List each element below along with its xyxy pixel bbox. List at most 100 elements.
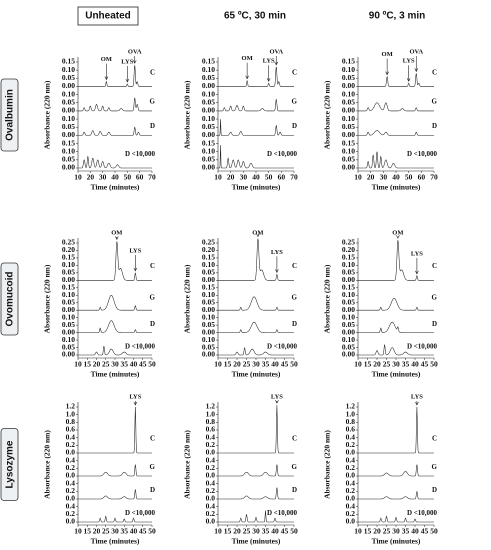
y-tick-label: 0.05: [202, 97, 215, 106]
x-axis-title: Time (minutes): [372, 537, 421, 546]
chromatogram-trace: [358, 321, 434, 333]
x-tick-label: 30: [111, 360, 119, 369]
trace-label: C: [292, 262, 297, 270]
chromatogram-trace: [218, 347, 294, 356]
x-tick-label: 35: [402, 527, 410, 536]
y-tick-label: 0.4: [346, 455, 356, 464]
peak-label: OVA: [128, 48, 142, 55]
x-tick-label: 50: [430, 360, 438, 369]
arrow-head: [275, 399, 279, 404]
x-tick-label: 40: [130, 527, 138, 536]
y-tick-label: 0.10: [62, 146, 75, 155]
trace-label: G: [150, 293, 156, 301]
y-tick-label: 0.2: [206, 486, 216, 495]
x-tick-label: 20: [93, 360, 101, 369]
trace-label: D: [150, 320, 155, 328]
y-tick-label: 0.15: [62, 57, 75, 66]
x-tick-label: 50: [290, 527, 298, 536]
y-tick-label: 0.05: [62, 155, 75, 164]
y-tick-label: 0.15: [202, 57, 215, 66]
y-tick-label: 0.05: [62, 342, 75, 351]
y-tick-label: 0.10: [202, 114, 215, 123]
chromatogram-trace: [218, 321, 294, 333]
y-tick-label: 0.00: [342, 106, 355, 115]
y-tick-label: 0.10: [62, 312, 75, 321]
x-tick-label: 50: [124, 173, 132, 182]
x-tick-label: 70: [148, 173, 156, 182]
trace-label: D <10,000: [407, 150, 438, 158]
y-tick-label: 0.20: [62, 245, 75, 254]
y-tick-label: 0.10: [342, 89, 355, 98]
chromatogram-trace: [218, 405, 294, 454]
y-axis-title: Absorbance (220 nm): [183, 264, 192, 333]
y-tick-label: 0.0: [206, 448, 216, 457]
x-tick-label: 50: [148, 527, 156, 536]
y-tick-label: 0.00: [62, 130, 75, 139]
trace-label: C: [292, 435, 297, 443]
chromatogram-trace: [358, 515, 434, 523]
y-tick-label: 0.15: [342, 283, 355, 292]
y-axis-title: Absorbance (220 nm): [43, 264, 52, 333]
trace-label: C: [150, 435, 155, 443]
y-tick-label: 0.10: [342, 114, 355, 123]
trace-label: D: [292, 320, 297, 328]
y-tick-label: 0.00: [62, 350, 75, 359]
trace-label: D: [432, 320, 437, 328]
y-tick-label: 1.2: [206, 402, 216, 411]
y-tick-label: 0.4: [206, 501, 216, 510]
chromatogram-trace: [218, 487, 294, 500]
trace-label: D: [292, 122, 297, 130]
y-tick-label: 0.10: [342, 146, 355, 155]
peak-label: LYS: [411, 250, 423, 257]
y-tick-label: 0.2: [66, 463, 76, 472]
y-tick-label: 0.0: [206, 517, 216, 526]
y-tick-label: 0.10: [62, 89, 75, 98]
y-tick-label: 0.4: [206, 432, 216, 441]
y-tick-label: 0.2: [66, 440, 76, 449]
x-tick-label: 25: [383, 360, 391, 369]
y-tick-label: 0.10: [342, 260, 355, 269]
y-tick-label: 0.0: [66, 471, 76, 480]
y-tick-label: 0.10: [202, 146, 215, 155]
y-tick-label: 1.0: [66, 409, 76, 418]
chromatogram-trace: [78, 294, 152, 311]
chromatogram-trace: [78, 65, 152, 87]
chromatogram-trace: [358, 130, 434, 136]
y-tick-label: 0.15: [202, 283, 215, 292]
trace-label: C: [432, 435, 437, 443]
x-tick-label: 70: [430, 173, 438, 182]
y-tick-label: 0.05: [62, 268, 75, 277]
x-axis-title: Time (minutes): [91, 537, 140, 546]
peak-label: LYS: [271, 393, 283, 400]
chromatogram-trace: [78, 489, 152, 500]
x-tick-label: 15: [364, 360, 372, 369]
arrow-head: [274, 61, 279, 66]
trace-label: D <10,000: [267, 509, 298, 517]
y-tick-label: 0.00: [202, 81, 215, 90]
x-tick-label: 20: [373, 360, 381, 369]
y-axis-title: Absorbance (220 nm): [323, 264, 332, 333]
y-tick-label: 0.10: [202, 335, 215, 344]
y-tick-label: 0.10: [62, 260, 75, 269]
chromatogram-trace: [218, 510, 294, 523]
y-tick-label: 0.05: [202, 268, 215, 277]
chromatogram-trace: [218, 145, 294, 169]
trace-label: G: [150, 98, 156, 106]
chromatogram-trace: [218, 119, 294, 136]
y-tick-label: 0.15: [62, 138, 75, 147]
y-tick-label: 0.00: [62, 163, 75, 172]
x-tick-label: 25: [383, 527, 391, 536]
y-tick-label: 0.10: [202, 260, 215, 269]
y-axis-title: Absorbance (220 nm): [43, 80, 52, 149]
y-tick-label: 0.4: [206, 455, 216, 464]
y-tick-label: 0.15: [202, 138, 215, 147]
y-tick-label: 0.10: [342, 312, 355, 321]
y-tick-label: 0.8: [346, 417, 356, 426]
y-tick-label: 0.05: [202, 155, 215, 164]
y-tick-label: 0.15: [62, 283, 75, 292]
x-tick-label: 10: [214, 527, 222, 536]
trace-label: D <10,000: [407, 342, 438, 350]
y-axis-title: Absorbance (220 nm): [323, 430, 332, 499]
y-tick-label: 0.0: [346, 517, 356, 526]
chromatogram-trace: [218, 66, 294, 87]
